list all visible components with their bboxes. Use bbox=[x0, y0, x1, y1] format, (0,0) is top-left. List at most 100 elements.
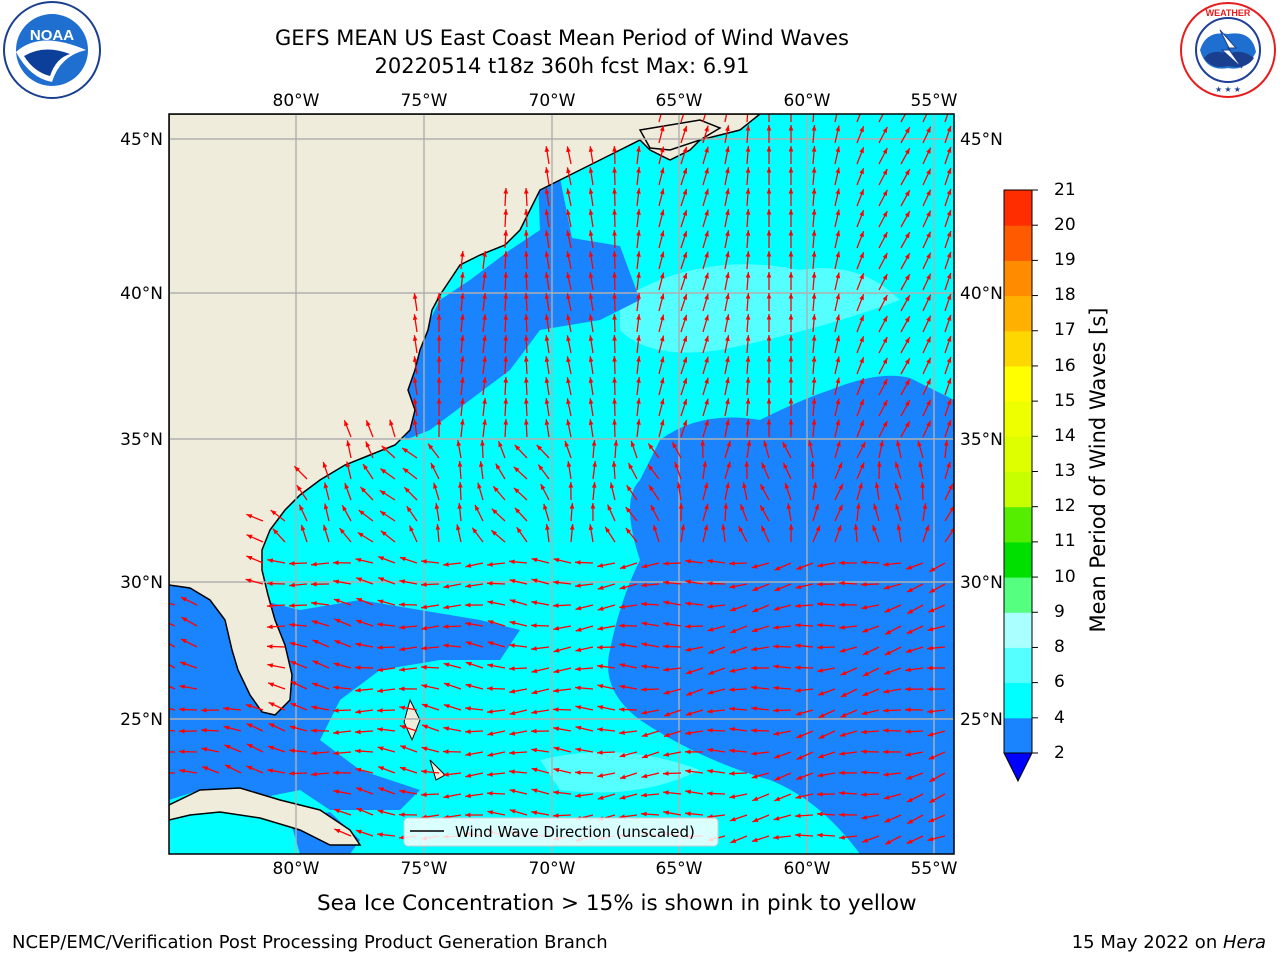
wave-direction-arrowhead bbox=[859, 315, 864, 322]
wave-direction-arrowhead bbox=[926, 252, 931, 259]
wave-direction-arrowhead bbox=[566, 356, 571, 363]
wave-direction-arrowhead bbox=[566, 314, 571, 321]
wave-direction-arrowhead bbox=[861, 560, 867, 565]
wave-direction-arrowhead bbox=[817, 811, 823, 817]
wave-direction-arrowhead bbox=[544, 356, 550, 362]
wave-direction-arrowhead bbox=[157, 771, 163, 776]
wave-direction-arrowhead bbox=[859, 399, 864, 406]
wave-direction-arrowhead bbox=[676, 482, 682, 489]
wave-direction-arrowhead bbox=[267, 624, 273, 630]
wave-direction-arrowhead bbox=[874, 482, 880, 488]
footer-date: 15 May 2022 on Hera bbox=[1072, 932, 1266, 953]
wave-direction-arrowhead bbox=[625, 527, 632, 534]
wave-direction-arrowhead bbox=[663, 752, 670, 757]
wave-direction-arrowhead bbox=[524, 398, 529, 404]
wave-direction-arrowhead bbox=[613, 440, 619, 446]
wave-direction-arrowhead bbox=[745, 146, 751, 152]
wave-direction-arrowhead bbox=[294, 466, 300, 472]
wave-direction-arrowhead bbox=[725, 377, 730, 384]
wave-direction-arrowhead bbox=[575, 583, 581, 588]
wave-direction-arrowhead bbox=[906, 629, 913, 634]
colorbar-tick: 11 bbox=[1054, 531, 1076, 551]
wave-direction-arrowhead bbox=[399, 602, 405, 607]
wave-direction-arrowhead bbox=[544, 209, 550, 215]
wave-direction-arrowhead bbox=[659, 314, 665, 321]
wave-direction-arrowhead bbox=[879, 440, 884, 447]
wave-direction-arrowhead bbox=[746, 104, 751, 110]
wave-direction-arrowhead bbox=[487, 731, 494, 736]
wave-direction-arrowhead bbox=[773, 664, 779, 669]
wave-direction-arrowhead bbox=[201, 708, 207, 713]
wave-direction-arrowhead bbox=[487, 772, 493, 777]
lon-label-top: 70°W bbox=[529, 91, 576, 111]
wave-direction-arrowhead bbox=[859, 147, 864, 154]
wave-direction-arrowhead bbox=[498, 441, 503, 448]
wave-direction-arrowhead bbox=[514, 444, 521, 451]
lat-label-right: 25°N bbox=[960, 710, 1003, 730]
wave-direction-arrowhead bbox=[641, 687, 647, 692]
wave-direction-arrowhead bbox=[663, 600, 670, 606]
wave-direction-arrowhead bbox=[946, 189, 952, 195]
wave-direction-arrowhead bbox=[381, 445, 388, 452]
wave-direction-arrowhead bbox=[904, 211, 910, 218]
wave-direction-arrowhead bbox=[811, 230, 817, 236]
wave-direction-arrowhead bbox=[412, 419, 418, 425]
wave-direction-arrowhead bbox=[433, 482, 438, 489]
lon-label-bottom: 65°W bbox=[656, 859, 703, 879]
wave-direction-arrowhead bbox=[873, 503, 878, 510]
wave-direction-arrowhead bbox=[430, 462, 436, 469]
wave-direction-arrowhead bbox=[612, 293, 617, 299]
wave-direction-arrowhead bbox=[588, 356, 594, 362]
wave-direction-arrowhead bbox=[399, 686, 405, 692]
wave-direction-arrowhead bbox=[588, 398, 594, 404]
wave-direction-arrowhead bbox=[742, 482, 747, 489]
footer-credit: NCEP/EMC/Verification Post Processing Pr… bbox=[12, 932, 608, 953]
wave-direction-arrowhead bbox=[503, 272, 509, 278]
wave-direction-arrowhead bbox=[246, 534, 253, 540]
wave-direction-arrowhead bbox=[619, 752, 626, 758]
chart-title: GEFS MEAN US East Coast Mean Period of W… bbox=[275, 26, 849, 50]
wave-direction-arrowhead bbox=[289, 641, 296, 647]
wave-direction-arrowhead bbox=[859, 105, 863, 111]
wave-direction-arrowhead bbox=[796, 755, 803, 760]
nws-logo-icon: WEATHER ★ ★ ★ bbox=[1180, 2, 1276, 98]
wave-direction-arrowhead bbox=[926, 168, 931, 175]
wave-direction-arrowhead bbox=[636, 209, 641, 215]
colorbar-segment bbox=[1004, 612, 1032, 648]
wave-direction-arrowhead bbox=[628, 463, 634, 470]
wave-direction-arrowhead bbox=[378, 766, 385, 771]
wave-direction-arrowhead bbox=[223, 725, 230, 731]
wave-direction-arrowhead bbox=[201, 727, 207, 733]
wave-direction-arrowhead bbox=[399, 789, 406, 794]
wave-direction-arrowhead bbox=[818, 691, 824, 696]
wave-direction-arrowhead bbox=[377, 599, 384, 604]
wave-direction-arrowhead bbox=[663, 561, 669, 566]
wave-direction-arrowhead bbox=[246, 514, 253, 519]
wave-direction-arrowhead bbox=[918, 461, 923, 468]
wave-direction-arrowhead bbox=[636, 230, 641, 236]
wave-direction-arrowhead bbox=[436, 377, 442, 383]
wave-direction-arrowhead bbox=[704, 335, 709, 342]
wave-direction-arrowhead bbox=[650, 505, 656, 511]
wave-direction-arrowhead bbox=[929, 588, 936, 593]
wave-direction-arrowhead bbox=[883, 708, 889, 713]
wave-direction-arrowhead bbox=[443, 772, 449, 777]
colorbar-tick: 17 bbox=[1054, 320, 1076, 340]
wave-direction-arrowhead bbox=[487, 791, 493, 796]
svg-text:WEATHER: WEATHER bbox=[1206, 8, 1251, 18]
wave-direction-arrowhead bbox=[685, 669, 692, 675]
wave-direction-arrowhead bbox=[704, 272, 709, 279]
lon-label-bottom: 80°W bbox=[273, 859, 320, 879]
wave-direction-arrow bbox=[834, 114, 838, 123]
wave-direction-arrowhead bbox=[882, 169, 888, 175]
wave-direction-arrowhead bbox=[225, 764, 231, 770]
wave-direction-arrowhead bbox=[685, 559, 691, 564]
wave-direction-arrowhead bbox=[531, 709, 538, 715]
wave-direction-arrowhead bbox=[883, 795, 890, 800]
wave-direction-arrowhead bbox=[704, 188, 709, 195]
wave-direction-arrowhead bbox=[946, 336, 952, 342]
wave-direction-arrowhead bbox=[179, 707, 185, 712]
wave-direction-arrowhead bbox=[356, 598, 363, 603]
ocean-band-2-4-region bbox=[402, 178, 640, 440]
wave-direction-arrowhead bbox=[612, 356, 617, 362]
